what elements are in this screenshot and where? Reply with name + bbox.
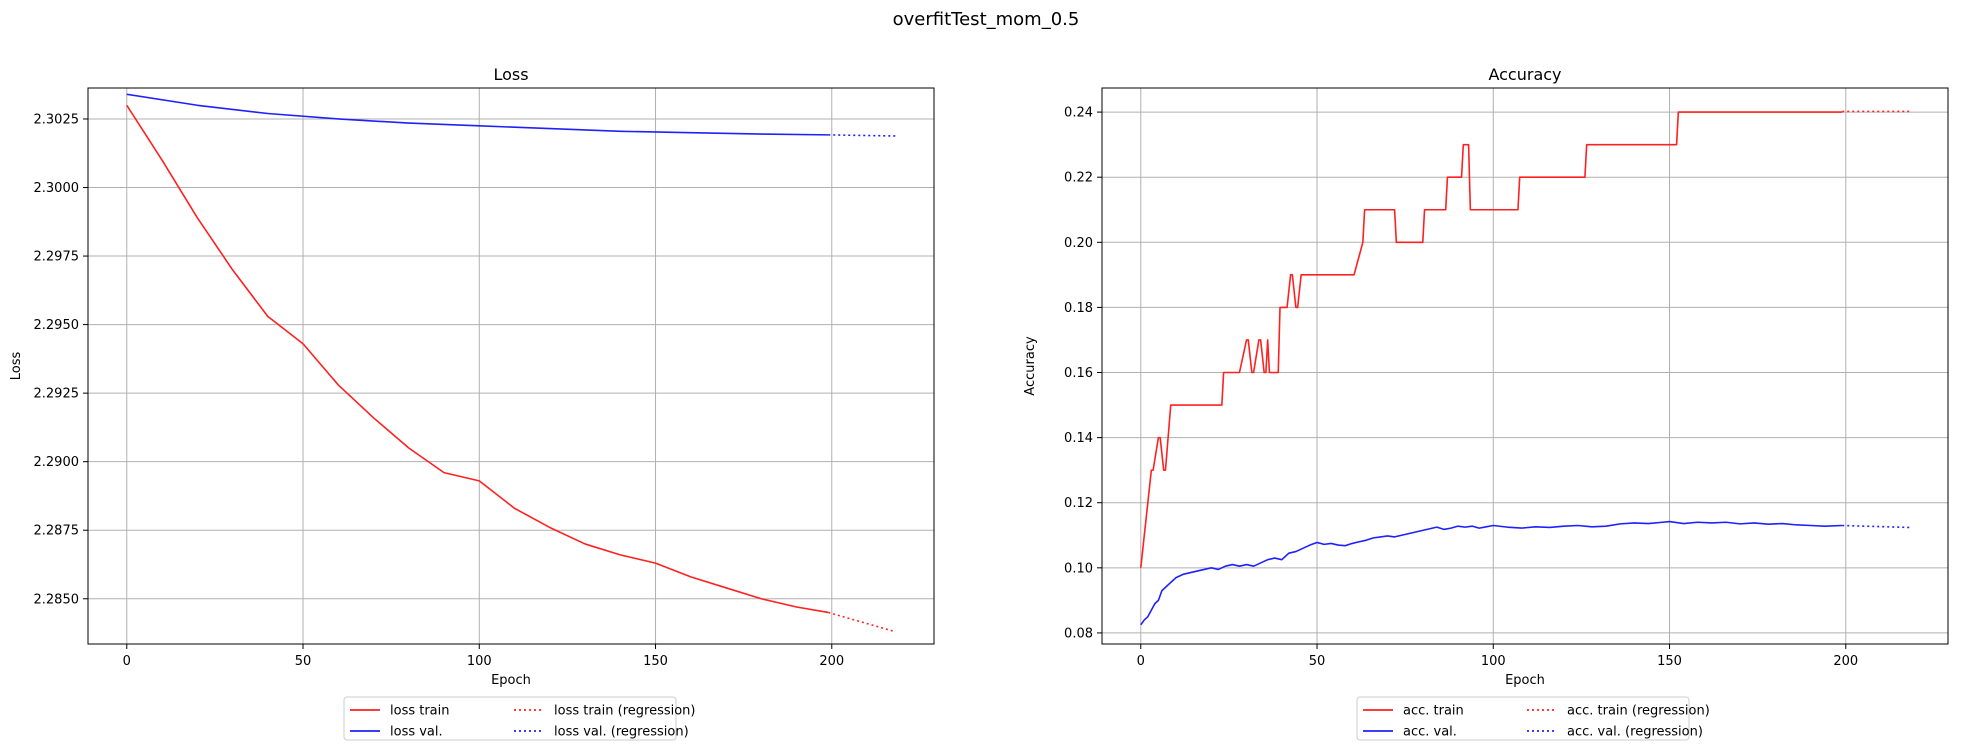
legend-label: acc. val. (regression) bbox=[1567, 725, 1703, 740]
x-tick-label: 200 bbox=[1833, 654, 1858, 669]
y-axis-label: Loss bbox=[9, 352, 24, 381]
series-line-3 bbox=[828, 134, 896, 137]
x-tick-label: 0 bbox=[1137, 654, 1145, 669]
y-tick-label: 0.12 bbox=[1064, 496, 1093, 511]
x-tick-label: 200 bbox=[819, 654, 844, 669]
x-tick-label: 50 bbox=[1309, 654, 1326, 669]
x-tick-label: 100 bbox=[1481, 654, 1506, 669]
y-tick-label: 0.18 bbox=[1064, 301, 1093, 316]
grid bbox=[88, 88, 934, 644]
y-tick-label: 2.2975 bbox=[34, 250, 80, 265]
x-tick-label: 150 bbox=[1657, 654, 1682, 669]
series-line-1 bbox=[1140, 520, 1843, 626]
series-line-3 bbox=[1842, 524, 1910, 529]
legend-label: acc. train bbox=[1403, 704, 1464, 719]
legend-label: loss train bbox=[390, 704, 450, 719]
grid bbox=[1102, 88, 1948, 644]
x-axis-label: Epoch bbox=[1505, 673, 1545, 688]
legend-label: loss val. bbox=[390, 725, 443, 740]
figure-title: overfitTest_mom_0.5 bbox=[893, 9, 1080, 30]
chart-title: Loss bbox=[493, 65, 528, 84]
series-line-0 bbox=[126, 104, 829, 614]
series-line-1 bbox=[126, 93, 829, 136]
y-tick-label: 0.10 bbox=[1064, 561, 1093, 576]
y-tick-label: 0.16 bbox=[1064, 366, 1093, 381]
axes-frame bbox=[87, 87, 935, 645]
axes-frame bbox=[1101, 87, 1949, 645]
y-tick-label: 0.22 bbox=[1064, 171, 1093, 186]
x-axis-label: Epoch bbox=[491, 673, 531, 688]
series-line-0 bbox=[1139, 111, 1843, 568]
series-line-2 bbox=[828, 611, 896, 633]
x-tick-label: 0 bbox=[123, 654, 131, 669]
y-tick-label: 2.3025 bbox=[34, 112, 80, 127]
y-tick-label: 2.2850 bbox=[34, 592, 80, 607]
y-tick-label: 2.2950 bbox=[34, 318, 80, 333]
series-lines bbox=[1139, 110, 1910, 626]
y-tick-label: 2.2875 bbox=[34, 524, 80, 539]
legend-label: acc. val. bbox=[1403, 725, 1457, 740]
accuracy-chart: 0 50 100 150 200 0.08 0.10 0.12 0.14 0.16 0.18 0.20… bbox=[1023, 65, 1949, 741]
chart-title: Accuracy bbox=[1488, 65, 1561, 84]
legend-box bbox=[343, 696, 677, 741]
y-tick-label: 0.14 bbox=[1064, 431, 1093, 446]
series-lines bbox=[126, 93, 896, 633]
y-tick-label: 0.08 bbox=[1064, 626, 1093, 641]
x-tick-label: 100 bbox=[467, 654, 492, 669]
y-tick-label: 2.2925 bbox=[34, 387, 80, 402]
loss-chart: 0 50 100 150 200 2.2850 2.2875 2.2900 2.2925 2.29… bbox=[9, 65, 935, 741]
legend-label: acc. train (regression) bbox=[1567, 704, 1710, 719]
y-tick-label: 0.20 bbox=[1064, 236, 1093, 251]
y-tick-label: 0.24 bbox=[1064, 106, 1093, 121]
x-tick-label: 50 bbox=[295, 654, 312, 669]
legend: acc. train acc. val. acc. train (regressio… bbox=[1356, 696, 1710, 741]
legend-box bbox=[1356, 696, 1690, 741]
legend-label: loss train (regression) bbox=[554, 704, 696, 719]
y-tick-label: 2.2900 bbox=[34, 455, 80, 470]
x-tick-label: 150 bbox=[643, 654, 668, 669]
legend-label: loss val. (regression) bbox=[554, 725, 689, 740]
y-tick-label: 2.3000 bbox=[34, 181, 80, 196]
y-axis-label: Accuracy bbox=[1023, 336, 1038, 396]
legend: loss train loss val. loss train (regressio… bbox=[343, 696, 696, 741]
